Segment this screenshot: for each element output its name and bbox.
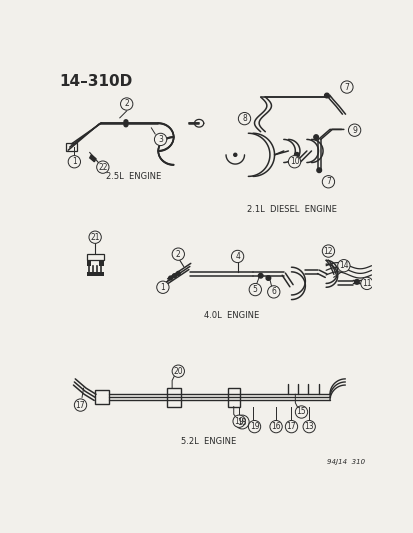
Text: 20: 20 bbox=[173, 367, 183, 376]
Circle shape bbox=[360, 277, 372, 289]
Circle shape bbox=[321, 175, 334, 188]
Text: 16: 16 bbox=[271, 422, 280, 431]
Circle shape bbox=[231, 251, 243, 263]
Circle shape bbox=[172, 274, 176, 278]
Text: 4: 4 bbox=[235, 252, 240, 261]
Circle shape bbox=[266, 276, 270, 280]
Circle shape bbox=[120, 98, 133, 110]
Circle shape bbox=[302, 421, 315, 433]
Text: 17: 17 bbox=[286, 422, 296, 431]
Circle shape bbox=[68, 156, 80, 168]
Text: 1: 1 bbox=[72, 157, 76, 166]
Circle shape bbox=[321, 245, 334, 257]
Circle shape bbox=[313, 135, 318, 140]
Bar bbox=[66, 143, 76, 151]
Text: 6: 6 bbox=[271, 287, 275, 296]
Circle shape bbox=[324, 93, 328, 98]
Bar bbox=[86, 272, 103, 276]
Text: 21: 21 bbox=[90, 233, 100, 241]
Circle shape bbox=[157, 281, 169, 294]
Text: 5.2L  ENGINE: 5.2L ENGINE bbox=[180, 438, 235, 447]
Text: 2: 2 bbox=[176, 249, 180, 259]
Text: 2: 2 bbox=[124, 100, 129, 109]
Bar bbox=[99, 260, 103, 266]
Bar bbox=[228, 388, 239, 407]
Bar bbox=[166, 388, 180, 407]
Circle shape bbox=[294, 406, 307, 418]
Text: 11: 11 bbox=[361, 279, 371, 288]
Circle shape bbox=[285, 421, 297, 433]
Circle shape bbox=[238, 112, 250, 125]
Circle shape bbox=[233, 154, 236, 156]
Polygon shape bbox=[90, 155, 96, 161]
Text: 2.1L  DIESEL  ENGINE: 2.1L DIESEL ENGINE bbox=[246, 205, 336, 214]
Circle shape bbox=[172, 248, 184, 260]
Circle shape bbox=[348, 124, 360, 136]
Circle shape bbox=[172, 365, 184, 377]
Circle shape bbox=[316, 168, 321, 173]
Circle shape bbox=[154, 133, 166, 146]
Text: 9: 9 bbox=[351, 126, 356, 135]
Circle shape bbox=[89, 231, 101, 244]
Bar bbox=[86, 254, 103, 260]
Circle shape bbox=[249, 284, 261, 296]
Text: 94J14  310: 94J14 310 bbox=[327, 459, 365, 465]
Text: 12: 12 bbox=[323, 247, 332, 255]
Bar bbox=[86, 260, 91, 266]
Circle shape bbox=[233, 415, 244, 427]
Text: 3: 3 bbox=[158, 135, 163, 144]
Circle shape bbox=[258, 273, 262, 278]
Text: 14–310D: 14–310D bbox=[59, 74, 132, 89]
Circle shape bbox=[124, 120, 128, 124]
Circle shape bbox=[235, 415, 249, 429]
Text: 22: 22 bbox=[98, 163, 107, 172]
Text: 13: 13 bbox=[304, 422, 313, 431]
Bar bbox=[95, 390, 109, 403]
Text: 7: 7 bbox=[325, 177, 330, 186]
Text: 17: 17 bbox=[76, 401, 85, 409]
Text: 5: 5 bbox=[252, 285, 257, 294]
Circle shape bbox=[354, 280, 358, 284]
Text: 19: 19 bbox=[234, 417, 243, 426]
Text: 18: 18 bbox=[237, 417, 247, 426]
Circle shape bbox=[176, 271, 180, 276]
Circle shape bbox=[294, 152, 299, 157]
Text: 8: 8 bbox=[242, 114, 246, 123]
Text: 19: 19 bbox=[249, 422, 259, 431]
Text: 4.0L  ENGINE: 4.0L ENGINE bbox=[203, 311, 259, 320]
Circle shape bbox=[74, 399, 86, 411]
Circle shape bbox=[340, 81, 352, 93]
Text: 10: 10 bbox=[289, 157, 299, 166]
Circle shape bbox=[267, 286, 279, 298]
Circle shape bbox=[337, 260, 349, 272]
Circle shape bbox=[168, 276, 172, 280]
Circle shape bbox=[124, 123, 128, 127]
Text: 2.5L  ENGINE: 2.5L ENGINE bbox=[106, 172, 161, 181]
Text: 15: 15 bbox=[296, 408, 306, 416]
Text: 1: 1 bbox=[160, 283, 165, 292]
Circle shape bbox=[288, 156, 300, 168]
Circle shape bbox=[269, 421, 282, 433]
Circle shape bbox=[97, 161, 109, 173]
Text: 7: 7 bbox=[344, 83, 349, 92]
Text: 14: 14 bbox=[338, 261, 348, 270]
Circle shape bbox=[248, 421, 260, 433]
